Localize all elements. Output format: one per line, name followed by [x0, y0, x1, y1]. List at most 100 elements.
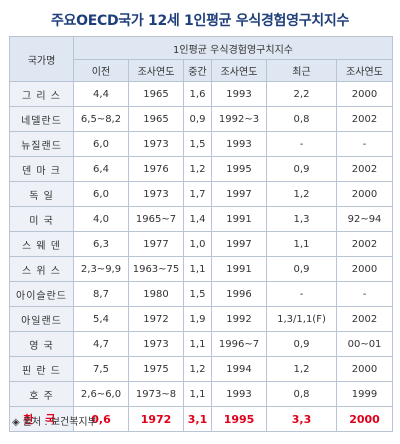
- value-cell: 1,1: [183, 256, 212, 282]
- value-cell: 2000: [335, 356, 394, 382]
- value-cell: 1,5: [183, 131, 212, 157]
- value-cell: 1997: [211, 231, 267, 257]
- table-row: 네델란드 6,5~8,2 1965 0,9 1992~3 0,8 2002: [9, 106, 394, 132]
- source-note: ◈ 출처 : 보건복지부: [12, 413, 97, 428]
- value-cell: 1995: [211, 406, 267, 432]
- value-cell: 8,7: [73, 281, 129, 307]
- value-cell: 1,3/1,1(F): [266, 306, 337, 332]
- dmft-table: 국가명 1인평균 우식경험영구치지수 이전 조사연도 중간 조사연도 최근 조사…: [9, 36, 394, 432]
- country-cell: 핀 란 드: [9, 356, 74, 382]
- value-cell: 1,9: [183, 306, 212, 332]
- value-cell: 2002: [335, 106, 394, 132]
- value-cell: 1963~75: [128, 256, 184, 282]
- value-cell: -: [266, 281, 337, 307]
- value-cell: 1973: [128, 131, 184, 157]
- value-cell: 0,9: [266, 256, 337, 282]
- value-cell: 0,9: [266, 331, 337, 357]
- value-cell: 1,1: [183, 331, 212, 357]
- table-row: 그 리 스 4,4 1965 1,6 1993 2,2 2000: [9, 81, 394, 107]
- col-header-middle: 중간: [183, 59, 212, 82]
- table-row: 아이슬란드 8,7 1980 1,5 1996- -: [9, 281, 394, 307]
- col-header-year-before: 조사연도: [128, 59, 184, 82]
- value-cell: 5,4: [73, 306, 129, 332]
- col-header-before: 이전: [73, 59, 129, 82]
- table-row: 덴 마 크 6,4 1976 1,2 1995 0,9 2002: [9, 156, 394, 182]
- value-cell: 1991: [211, 206, 267, 232]
- value-cell: 3,3: [266, 406, 337, 432]
- value-cell: 1975: [128, 356, 184, 382]
- value-cell: 1972: [128, 406, 184, 432]
- value-cell: 92~94: [335, 206, 394, 232]
- value-cell: 1,5: [183, 281, 212, 307]
- value-cell: 1992: [211, 306, 267, 332]
- country-cell: 네델란드: [9, 106, 74, 132]
- value-cell: 1996: [211, 281, 267, 307]
- table-row: 미 국 4,0 1965~7 1,4 1991 1,3 92~94: [9, 206, 394, 232]
- value-cell: 00~01: [335, 331, 394, 357]
- value-cell: 2000: [335, 81, 394, 107]
- table-row-korea: 한 국 0,6 1972 3,1 1995 3,3 2000: [9, 406, 394, 432]
- value-cell: 2000: [335, 256, 394, 282]
- value-cell: 1993: [211, 381, 267, 407]
- value-cell: 6,0: [73, 181, 129, 207]
- value-cell: 1972: [128, 306, 184, 332]
- value-cell: 1973: [128, 331, 184, 357]
- value-cell: 2002: [335, 306, 394, 332]
- value-cell: -: [335, 131, 394, 157]
- value-cell: 2,2: [266, 81, 337, 107]
- country-cell: 독 일: [9, 181, 74, 207]
- value-cell: 1976: [128, 156, 184, 182]
- value-cell: 2000: [335, 406, 394, 432]
- value-cell: 1965: [128, 106, 184, 132]
- value-cell: 1,2: [183, 156, 212, 182]
- source-text: 출처 : 보건복지부: [22, 417, 97, 428]
- value-cell: 2,3~9,9: [73, 256, 129, 282]
- table-row: 영 국 4,7 1973 1,1 1996~7 0,9 00~01: [9, 331, 394, 357]
- col-header-year-recent: 조사연도: [335, 59, 394, 82]
- value-cell: 0,9: [183, 106, 212, 132]
- header-row-group: 국가명 1인평균 우식경험영구치지수: [9, 36, 394, 82]
- value-cell: 1996~7: [211, 331, 267, 357]
- value-cell: 1,7: [183, 181, 212, 207]
- value-cell: 1997: [211, 181, 267, 207]
- value-cell: 0,8: [266, 106, 337, 132]
- value-cell: 1965~7: [128, 206, 184, 232]
- table-row: 호 주 2,6~6,0 1973~8 1,1 1993 0,8 1999: [9, 381, 394, 407]
- value-cell: 1980: [128, 281, 184, 307]
- country-cell: 그 리 스: [9, 81, 74, 107]
- country-cell: 호 주: [9, 381, 74, 407]
- country-cell: 스 위 스: [9, 256, 74, 282]
- value-cell: 1999: [335, 381, 394, 407]
- country-cell: 뉴질랜드: [9, 131, 74, 157]
- value-cell: 1991: [211, 256, 267, 282]
- value-cell: 1973: [128, 181, 184, 207]
- value-cell: 3,1: [183, 406, 212, 432]
- country-header: 국가명: [9, 36, 74, 82]
- value-cell: 1,6: [183, 81, 212, 107]
- country-cell: 미 국: [9, 206, 74, 232]
- value-cell: 6,0: [73, 131, 129, 157]
- table-row: 독 일 6,0 1973 1,7 1997 1,2 2000: [9, 181, 394, 207]
- value-cell: 4,7: [73, 331, 129, 357]
- value-cell: 0,9: [266, 156, 337, 182]
- value-cell: 4,4: [73, 81, 129, 107]
- value-cell: 1,3: [266, 206, 337, 232]
- value-cell: 1994: [211, 356, 267, 382]
- col-header-year-middle: 조사연도: [211, 59, 267, 82]
- value-cell: 1,2: [183, 356, 212, 382]
- col-header-recent: 최근: [266, 59, 337, 82]
- value-cell: 6,4: [73, 156, 129, 182]
- index-group-header: 1인평균 우식경험영구치지수: [72, 36, 394, 60]
- page-title: 주요OECD국가 12세 1인평균 우식경험영구치지수: [50, 13, 350, 29]
- value-cell: 2000: [335, 181, 394, 207]
- table-body: 그 리 스 4,4 1965 1,6 1993 2,2 2000 네델란드 6,5~8,2 196…: [9, 81, 394, 432]
- value-cell: -: [335, 281, 394, 307]
- value-cell: 1,4: [183, 206, 212, 232]
- table-row: 아일랜드 5,4 1972 1,9 1992 1,3/1,1(F) 2002: [9, 306, 394, 332]
- country-cell: 영 국: [9, 331, 74, 357]
- value-cell: 2002: [335, 156, 394, 182]
- table-row: 스 웨 덴 6,3 1977 1,0 1997 1,1 2002: [9, 231, 394, 257]
- value-cell: 1993: [211, 131, 267, 157]
- value-cell: 1992~3: [211, 106, 267, 132]
